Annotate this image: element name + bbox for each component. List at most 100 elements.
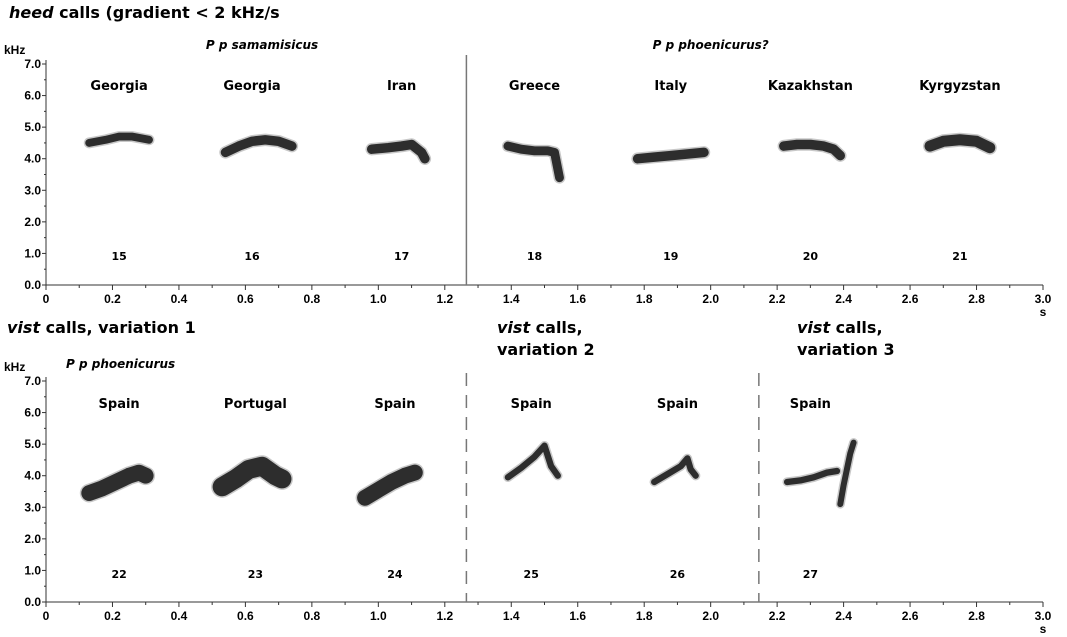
location-label: Spain	[790, 397, 831, 412]
call-trace-18	[501, 140, 566, 184]
call-trace-25	[503, 441, 563, 482]
call-number-label: 17	[394, 250, 409, 263]
x-tick-label: 3.0	[1035, 609, 1052, 623]
x-tick-label: 2.4	[835, 292, 852, 306]
x-tick-label: 1.8	[636, 609, 653, 623]
x-tick-label: 1.4	[503, 292, 520, 306]
y-tick-label: 3.0	[24, 500, 41, 514]
location-label: Spain	[374, 397, 415, 412]
call-number-label: 25	[524, 568, 539, 581]
call-number-label: 22	[111, 568, 126, 581]
y-tick-label: 3.0	[24, 183, 41, 197]
call-number-label: 16	[244, 250, 260, 263]
subspecies-label: P p phoenicurus?	[653, 38, 769, 52]
call-trace-core	[783, 467, 841, 486]
section-title-text: variation 2	[497, 340, 595, 359]
y-tick-label: 6.0	[24, 406, 41, 420]
location-label: Greece	[509, 79, 560, 94]
call-trace-core	[651, 455, 699, 486]
call-number-label: 19	[663, 250, 678, 263]
call-trace-20	[777, 138, 847, 162]
location-label: Spain	[511, 397, 552, 412]
call-trace-core	[924, 134, 996, 154]
location-label: Georgia	[223, 79, 280, 94]
section-title-italic: vist	[7, 318, 41, 337]
x-tick-label: 2.8	[968, 292, 985, 306]
call-number-label: 21	[952, 250, 967, 263]
subspecies-label: P p samamisicus	[206, 38, 318, 52]
call-trace-core	[81, 464, 154, 501]
x-tick-label: 0.2	[104, 609, 121, 623]
x-tick-label: 1.0	[370, 292, 387, 306]
x-tick-label: 2.8	[968, 609, 985, 623]
call-number-label: 23	[248, 568, 263, 581]
call-trace-core	[366, 139, 430, 164]
y-tick-label: 6.0	[24, 89, 41, 103]
x-tick-label: 3.0	[1035, 292, 1052, 306]
section-title-text: calls, variation 1	[40, 318, 196, 337]
x-tick-label: 0.6	[237, 609, 254, 623]
x-tick-label: 0.4	[171, 292, 188, 306]
call-trace-core	[357, 464, 423, 506]
y-tick-label: 0.0	[24, 278, 41, 292]
call-trace-core	[632, 147, 709, 164]
x-tick-label: 0.4	[171, 609, 188, 623]
x-tick-label: 0	[43, 609, 50, 623]
x-tick-label: 1.4	[503, 609, 520, 623]
call-trace-core	[837, 439, 857, 508]
section-title-line: variation 3	[797, 340, 895, 359]
x-tick-label: 2.4	[835, 609, 852, 623]
y-tick-label: 4.0	[24, 469, 41, 483]
section-title-italic: vist	[797, 318, 831, 337]
call-trace-23	[211, 455, 293, 498]
location-label: Kazakhstan	[768, 79, 853, 94]
location-label: Kyrgyzstan	[919, 79, 1000, 94]
section-title-text: calls,	[830, 318, 882, 337]
x-tick-label: 1.0	[370, 609, 387, 623]
x-tick-label: 2.0	[702, 292, 719, 306]
y-tick-label: 7.0	[24, 374, 41, 388]
location-label: Spain	[657, 397, 698, 412]
y-axis-unit-label: kHz	[4, 360, 25, 374]
x-tick-label: 2.6	[902, 609, 919, 623]
call-number-label: 15	[111, 250, 126, 263]
location-label: Italy	[654, 79, 687, 94]
section-title-text: calls,	[530, 318, 582, 337]
y-tick-label: 7.0	[24, 57, 41, 71]
x-tick-label: 0.8	[304, 609, 321, 623]
x-tick-label: 2.2	[769, 292, 786, 306]
title-rest: calls (gradient < 2 kHz/s	[54, 3, 280, 22]
call-trace-26	[649, 453, 701, 487]
call-number-label: 26	[670, 568, 686, 581]
x-tick-label: 1.6	[569, 609, 586, 623]
x-axis-unit-label: s	[1040, 305, 1047, 319]
panel-1-title: heed calls (gradient < 2 kHz/s	[9, 3, 280, 22]
call-number-label: 20	[803, 250, 819, 263]
call-trace-17	[365, 138, 432, 165]
section-title-text: variation 3	[797, 340, 895, 359]
call-trace-19	[631, 146, 711, 165]
call-trace-27	[782, 466, 842, 487]
x-tick-label: 2.0	[702, 609, 719, 623]
call-trace-core	[85, 132, 153, 147]
x-tick-label: 0	[43, 292, 50, 306]
x-tick-label: 0.6	[237, 292, 254, 306]
y-tick-label: 5.0	[24, 437, 41, 451]
call-trace-core	[220, 135, 297, 158]
y-tick-label: 0.0	[24, 595, 41, 609]
y-tick-label: 5.0	[24, 120, 41, 134]
title-italic-part: heed	[9, 3, 54, 22]
x-tick-label: 2.2	[769, 609, 786, 623]
x-tick-label: 1.8	[636, 292, 653, 306]
call-number-label: 18	[527, 250, 542, 263]
x-tick-label: 1.2	[436, 609, 453, 623]
section-title-line: variation 2	[497, 340, 595, 359]
location-label: Spain	[99, 397, 140, 412]
call-trace-core	[212, 456, 292, 497]
panel-1: 0.0 1.0 2.0 3.0 4.0 5.0 6.0 7.0 0 0.2 0.4 0.6 0.8 1.0…	[4, 38, 1052, 319]
call-trace-core	[504, 442, 561, 481]
x-tick-label: 2.6	[902, 292, 919, 306]
location-label: Portugal	[224, 397, 287, 412]
call-trace-15	[83, 131, 155, 149]
